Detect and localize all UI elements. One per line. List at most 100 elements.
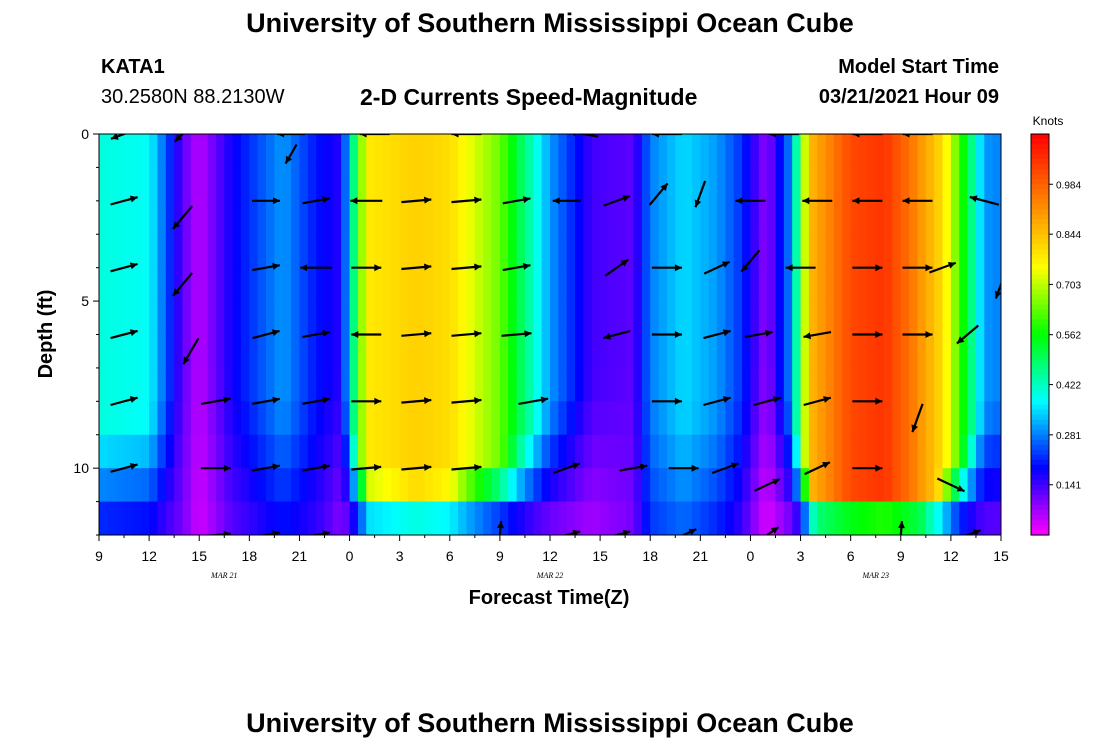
heatmap-cell xyxy=(282,167,292,202)
x-tick-label: 12 xyxy=(542,548,558,564)
heatmap-cell xyxy=(558,434,568,469)
heatmap-cell xyxy=(349,334,359,369)
heatmap-cell xyxy=(800,501,810,535)
heatmap-cell xyxy=(758,200,768,235)
arrow-head xyxy=(772,478,780,486)
heatmap-cell xyxy=(124,200,134,235)
heatmap-cell xyxy=(391,267,401,302)
heatmap-cell xyxy=(99,267,108,302)
heatmap-cell xyxy=(399,401,409,436)
heatmap-cell xyxy=(349,501,359,535)
current-vector-arrow xyxy=(110,463,138,473)
heatmap-cell xyxy=(650,267,660,302)
current-vector-arrow xyxy=(252,463,280,472)
heatmap-cell xyxy=(541,468,551,503)
heatmap-cell xyxy=(149,468,159,503)
heatmap-cell xyxy=(783,434,793,469)
heatmap-cell xyxy=(433,367,443,402)
heatmap-cell xyxy=(558,468,568,503)
heatmap-cell xyxy=(483,334,493,369)
station-coordinates: 30.2580N 88.2130W xyxy=(101,86,285,108)
heatmap-cell xyxy=(975,134,985,169)
heatmap-cell xyxy=(449,267,459,302)
heatmap-cell xyxy=(625,501,635,535)
heatmap-cell xyxy=(224,334,234,369)
heatmap-cell xyxy=(842,200,852,235)
heatmap-cell xyxy=(959,434,969,469)
heatmap-cell xyxy=(508,401,518,436)
heatmap-cell xyxy=(215,434,225,469)
current-vector-arrow xyxy=(284,143,298,165)
heatmap-cell xyxy=(616,468,626,503)
colorbar-swatch xyxy=(1031,329,1049,336)
heatmap-cell xyxy=(558,234,568,269)
heatmap-cell xyxy=(934,401,944,436)
heatmap-cell xyxy=(483,301,493,336)
heatmap-cell xyxy=(232,200,242,235)
heatmap-cell xyxy=(207,334,217,369)
heatmap-cell xyxy=(758,334,768,369)
heatmap-cell xyxy=(257,501,267,535)
heatmap-cell xyxy=(291,401,301,436)
heatmap-cell xyxy=(825,401,835,436)
heatmap-cell xyxy=(483,267,493,302)
heatmap-cell xyxy=(449,334,459,369)
heatmap-cell xyxy=(149,200,159,235)
heatmap-cell xyxy=(266,267,275,302)
heatmap-cell xyxy=(424,401,434,436)
heatmap-cell xyxy=(433,267,443,302)
heatmap-cell xyxy=(249,401,259,436)
heatmap-cell xyxy=(140,234,150,269)
current-vector-arrow xyxy=(651,331,682,338)
heatmap-cell xyxy=(942,234,952,269)
heatmap-cell xyxy=(633,367,643,402)
heatmap-cell xyxy=(992,267,1001,302)
heatmap-cell xyxy=(99,167,108,202)
current-vector-arrow xyxy=(359,134,390,138)
heatmap-cell xyxy=(332,234,342,269)
colorbar-swatch xyxy=(1031,364,1049,371)
current-vector-arrow xyxy=(302,196,331,205)
heatmap-cell xyxy=(499,167,509,202)
heatmap-cell xyxy=(115,334,125,369)
heatmap-cell xyxy=(675,434,685,469)
colorbar-swatch xyxy=(1031,449,1049,456)
heatmap-cell xyxy=(157,468,167,503)
heatmap-cell xyxy=(215,134,225,169)
heatmap-cell xyxy=(717,301,726,336)
heatmap-cell xyxy=(299,434,309,469)
heatmap-cell xyxy=(541,401,551,436)
heatmap-cell xyxy=(875,401,885,436)
heatmap-cell xyxy=(483,367,493,402)
heatmap-cell xyxy=(382,367,392,402)
heatmap-cell xyxy=(725,367,735,402)
arrow-head xyxy=(722,396,731,403)
arrow-head xyxy=(721,261,730,268)
heatmap-cell xyxy=(817,501,827,535)
heatmap-cell xyxy=(750,200,760,235)
heatmap-cell xyxy=(867,434,877,469)
heatmap-cell xyxy=(366,401,376,436)
current-vector-arrow xyxy=(203,530,231,535)
heatmap-cell xyxy=(600,334,610,369)
heatmap-cell xyxy=(357,167,367,202)
current-vector-arrow xyxy=(852,134,883,138)
heatmap-cell xyxy=(767,267,777,302)
heatmap-cell xyxy=(833,234,843,269)
heatmap-cell xyxy=(825,334,835,369)
heatmap-cell xyxy=(533,334,543,369)
heatmap-cell xyxy=(566,234,576,269)
heatmap-cell xyxy=(207,468,217,503)
arrow-head xyxy=(350,197,358,205)
heatmap-cell xyxy=(867,468,877,503)
heatmap-cell xyxy=(550,167,559,202)
heatmap-cell xyxy=(399,134,409,169)
heatmap-cell xyxy=(950,468,960,503)
heatmap-cell xyxy=(232,134,242,169)
heatmap-cell xyxy=(750,401,760,436)
heatmap-cell xyxy=(691,301,701,336)
current-vector-arrow xyxy=(172,272,194,297)
heatmap-cell xyxy=(633,501,643,535)
current-vector-arrow xyxy=(451,330,482,338)
heatmap-cell xyxy=(508,334,518,369)
